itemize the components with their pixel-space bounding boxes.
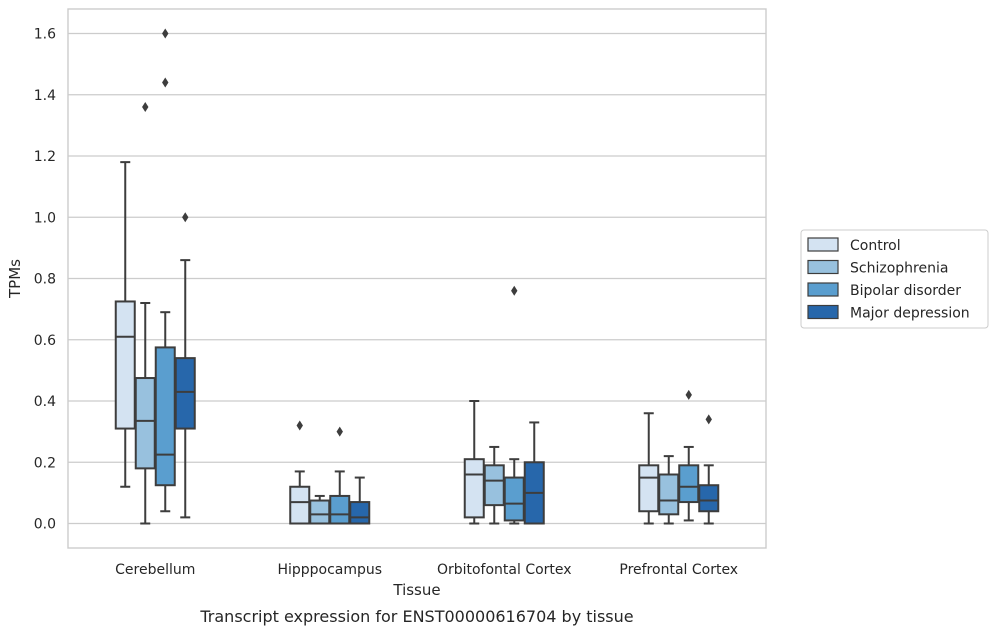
legend-label: Schizophrenia <box>850 261 948 277</box>
y-tick-label: 0.2 <box>34 455 56 471</box>
box-control <box>638 412 660 525</box>
outlier-point <box>685 389 692 400</box>
legend-swatch <box>807 259 839 275</box>
box-iqr <box>154 346 176 487</box>
box-iqr <box>678 464 700 504</box>
outlier-point <box>511 285 518 296</box>
plot-frame <box>67 8 767 549</box>
legend-swatch <box>807 237 839 252</box>
y-tick-label: 1.4 <box>34 88 56 104</box>
box-major-depression <box>349 476 371 525</box>
box-major-depression <box>698 414 720 525</box>
outlier-point <box>705 414 712 425</box>
y-tick-label: 1.6 <box>34 27 56 43</box>
box-schizophrenia <box>134 102 156 525</box>
outlier-point <box>142 102 149 112</box>
y-tick-label: 0.0 <box>34 517 56 533</box>
x-axis-ticks: Cerebellum Hipppocampus Orbitofontal Corte… <box>115 562 738 578</box>
outlier-point <box>296 420 303 431</box>
x-tick-label: Prefrontal Cortex <box>619 562 738 578</box>
box-bipolar-disorder <box>329 426 351 525</box>
box-iqr <box>349 501 371 525</box>
box-bipolar-disorder <box>678 389 700 522</box>
legend-label: Control <box>850 238 901 254</box>
y-axis-label: TPMs <box>6 259 24 299</box>
legend-swatch <box>807 282 839 297</box>
y-tick-label: 0.4 <box>34 394 56 410</box>
box-iqr <box>658 473 680 516</box>
box-iqr <box>483 464 505 507</box>
box-schizophrenia <box>658 455 680 525</box>
box-major-depression <box>174 212 196 519</box>
box-iqr <box>638 464 660 513</box>
box-bipolar-disorder <box>503 285 525 525</box>
x-axis-label: Tissue <box>392 581 440 599</box>
x-tick-label: Orbitofontal Cortex <box>437 562 572 578</box>
box-iqr <box>463 458 485 519</box>
box-schizophrenia <box>483 445 505 525</box>
y-axis-ticks: 0.0 0.2 0.4 0.6 0.8 1.0 1.2 1.4 1.6 <box>34 27 56 533</box>
outlier-point <box>162 77 169 88</box>
box-control <box>114 161 136 488</box>
y-tick-label: 1.2 <box>34 149 56 165</box>
box-control <box>463 400 485 525</box>
box-schizophrenia <box>309 494 331 525</box>
box-iqr <box>134 377 156 470</box>
box-series <box>114 28 720 525</box>
box-bipolar-disorder <box>154 28 176 513</box>
legend: Control Schizophrenia Bipolar disorder Majo… <box>800 229 989 329</box>
box-control <box>289 420 311 525</box>
box-iqr <box>174 357 196 430</box>
y-tick-label: 0.8 <box>34 272 56 288</box>
legend-swatch <box>807 304 839 320</box>
x-tick-label: Hipppocampus <box>277 562 382 578</box>
chart-caption: Transcript expression for ENST0000061670… <box>199 607 633 626</box>
outlier-point <box>182 212 189 223</box>
outlier-point <box>162 28 169 39</box>
y-tick-label: 0.6 <box>34 333 56 349</box>
legend-label: Major depression <box>850 306 970 322</box>
legend-frame <box>800 229 989 329</box>
legend-label: Bipolar disorder <box>850 283 961 299</box>
box-iqr <box>698 484 720 513</box>
y-tick-label: 1.0 <box>34 210 56 226</box>
box-iqr <box>114 300 136 430</box>
x-tick-label: Cerebellum <box>115 562 195 578</box>
box-iqr <box>329 494 351 525</box>
box-iqr <box>503 476 525 522</box>
box-major-depression <box>523 421 545 525</box>
box-iqr <box>289 485 311 525</box>
outlier-point <box>336 426 343 437</box>
box-iqr <box>309 499 331 525</box>
